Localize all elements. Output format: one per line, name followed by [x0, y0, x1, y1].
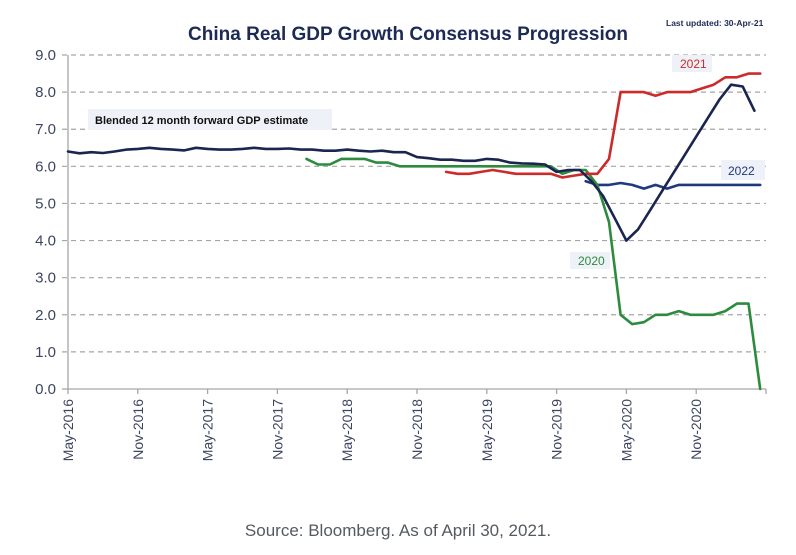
- x-tick-label: Nov-2016: [130, 399, 146, 460]
- y-tick-label: 9.0: [35, 47, 56, 64]
- series-line-2021: [444, 72, 762, 179]
- x-tick-label: Nov-2018: [409, 399, 425, 460]
- series-line-2022: [584, 179, 762, 190]
- annotation-blended: Blended 12 month forward GDP estimate: [95, 115, 308, 127]
- series-label-2022: 2022: [721, 160, 765, 180]
- chart-title: China Real GDP Growth Consensus Progress…: [188, 24, 628, 45]
- y-tick-label: 4.0: [35, 233, 56, 250]
- y-tick-label: 7.0: [35, 121, 56, 138]
- y-axis-ticks: 0.0 1.0 2.0 3.0 4.0 5.0 6.0 7.0 8.0 9.0: [35, 47, 68, 398]
- x-tick-label: Nov-2017: [269, 399, 285, 460]
- label-2021: 2021: [680, 57, 707, 71]
- x-tick-label: May-2017: [200, 399, 216, 461]
- series-label-2020: 2020: [570, 252, 610, 269]
- y-tick-label: 6.0: [35, 158, 56, 175]
- x-tick-label: May-2019: [479, 399, 495, 461]
- chart: China Real GDP Growth Consensus Progress…: [35, 18, 767, 461]
- series-line-blended-12-month-forward-gdp-estimate: [66, 83, 756, 242]
- x-tick-label: May-2018: [339, 399, 355, 461]
- source-note: Source: Bloomberg. As of April 30, 2021.: [244, 521, 552, 540]
- y-tick-label: 5.0: [35, 195, 56, 212]
- series-label-2021: 2021: [672, 55, 712, 72]
- y-tick-label: 8.0: [35, 84, 56, 101]
- x-tick-label: Nov-2020: [688, 399, 704, 460]
- y-tick-label: 1.0: [35, 344, 56, 361]
- x-tick-label: May-2020: [618, 399, 634, 461]
- y-tick-label: 2.0: [35, 307, 56, 324]
- series-line-2020: [305, 157, 762, 391]
- annotation-box: Blended 12 month forward GDP estimate: [88, 109, 332, 130]
- y-tick-label: 3.0: [35, 270, 56, 287]
- label-2022: 2022: [728, 164, 755, 178]
- x-tick-label: May-2016: [60, 399, 76, 461]
- series-lines: [66, 72, 762, 391]
- last-updated: Last updated: 30-Apr-21: [666, 18, 764, 28]
- label-2020: 2020: [578, 254, 605, 268]
- gridlines: [62, 54, 766, 353]
- y-tick-label: 0.0: [35, 381, 56, 398]
- x-tick-label: Nov-2019: [549, 399, 565, 460]
- x-axis-ticks: May-2016 Nov-2016 May-2017 Nov-2017 May-2018…: [60, 389, 767, 461]
